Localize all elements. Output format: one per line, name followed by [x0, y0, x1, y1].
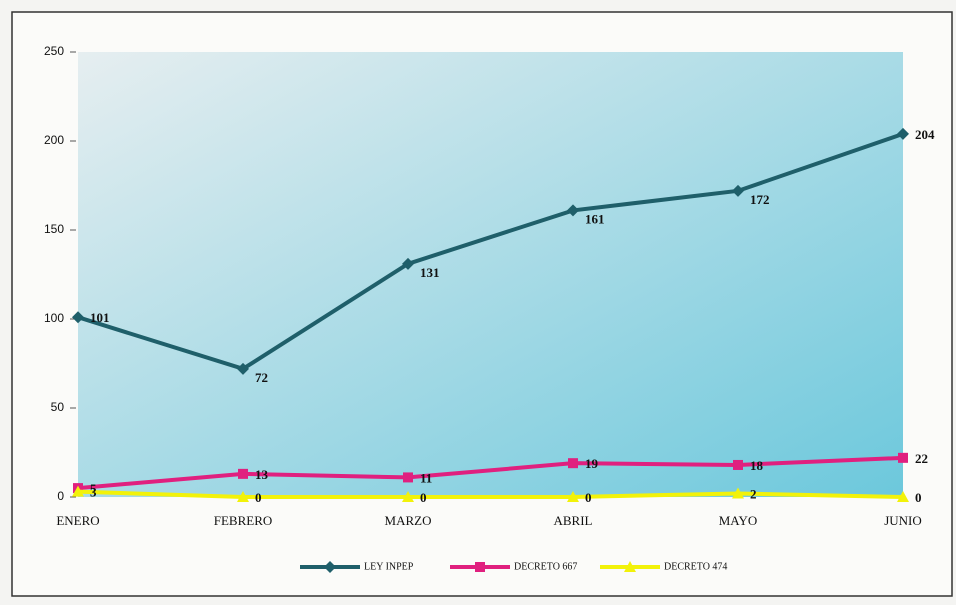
x-tick-label: FEBRERO — [214, 513, 273, 528]
point — [402, 257, 414, 270]
data-label: 172 — [750, 192, 770, 207]
data-label: 19 — [585, 456, 599, 471]
data-label: 11 — [420, 470, 432, 485]
series-line — [77, 455, 904, 491]
point — [237, 362, 249, 375]
point — [72, 311, 84, 324]
data-label: 22 — [915, 451, 928, 466]
y-tick-label: 200 — [44, 133, 64, 147]
point — [897, 491, 909, 502]
point — [624, 561, 636, 572]
point — [402, 491, 414, 502]
x-tick-label: MARZO — [385, 513, 432, 528]
point — [237, 491, 249, 502]
point — [898, 452, 908, 463]
y-tick-label: 150 — [44, 222, 64, 236]
legend-label: LEY INPEP — [364, 561, 414, 572]
legend-label: DECRETO 667 — [514, 561, 577, 572]
point — [567, 491, 579, 502]
series-line — [77, 489, 904, 499]
point — [732, 184, 744, 197]
data-label: 13 — [255, 467, 269, 482]
point — [403, 472, 413, 483]
point — [733, 459, 743, 470]
point — [238, 468, 248, 479]
x-tick-label: MAYO — [719, 513, 758, 528]
legend-label: DECRETO 474 — [664, 561, 727, 572]
series-line — [77, 131, 904, 372]
y-tick-label: 250 — [44, 44, 64, 58]
point — [897, 127, 909, 140]
data-label: 101 — [90, 310, 110, 325]
data-label: 5 — [90, 481, 97, 496]
data-label: 72 — [255, 370, 268, 385]
data-label: 0 — [420, 490, 427, 505]
data-label: 18 — [750, 458, 764, 473]
point — [324, 561, 336, 573]
point — [567, 204, 579, 217]
y-tick-label: 100 — [44, 311, 64, 325]
point — [568, 458, 578, 469]
data-label: 3 — [90, 485, 97, 500]
point — [732, 487, 744, 499]
y-tick-label: 0 — [57, 489, 64, 503]
data-label: 131 — [420, 265, 440, 280]
data-label: 204 — [915, 127, 935, 142]
data-label: 0 — [585, 490, 592, 505]
plot-area — [78, 52, 903, 497]
y-tick-label: 50 — [51, 400, 65, 414]
x-tick-label: ABRIL — [554, 513, 593, 528]
data-label: 0 — [915, 490, 922, 505]
data-label: 2 — [750, 486, 757, 501]
point — [72, 485, 84, 497]
x-tick-label: ENERO — [56, 513, 99, 528]
data-label: 0 — [255, 490, 262, 505]
point — [475, 562, 485, 572]
data-label: 161 — [585, 211, 605, 226]
x-tick-label: JUNIO — [884, 513, 922, 528]
